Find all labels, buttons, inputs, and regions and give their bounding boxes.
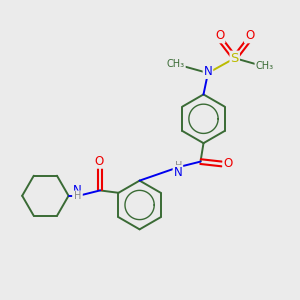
Text: S: S (230, 52, 239, 65)
Text: N: N (204, 65, 212, 78)
Text: O: O (245, 29, 254, 42)
Text: CH₃: CH₃ (167, 59, 185, 69)
Text: N: N (174, 166, 182, 179)
Text: CH₃: CH₃ (255, 61, 274, 71)
Text: N: N (73, 184, 82, 197)
Text: O: O (223, 158, 232, 170)
Text: H: H (74, 191, 81, 201)
Text: O: O (95, 155, 104, 168)
Text: O: O (215, 29, 224, 42)
Text: H: H (175, 161, 182, 171)
